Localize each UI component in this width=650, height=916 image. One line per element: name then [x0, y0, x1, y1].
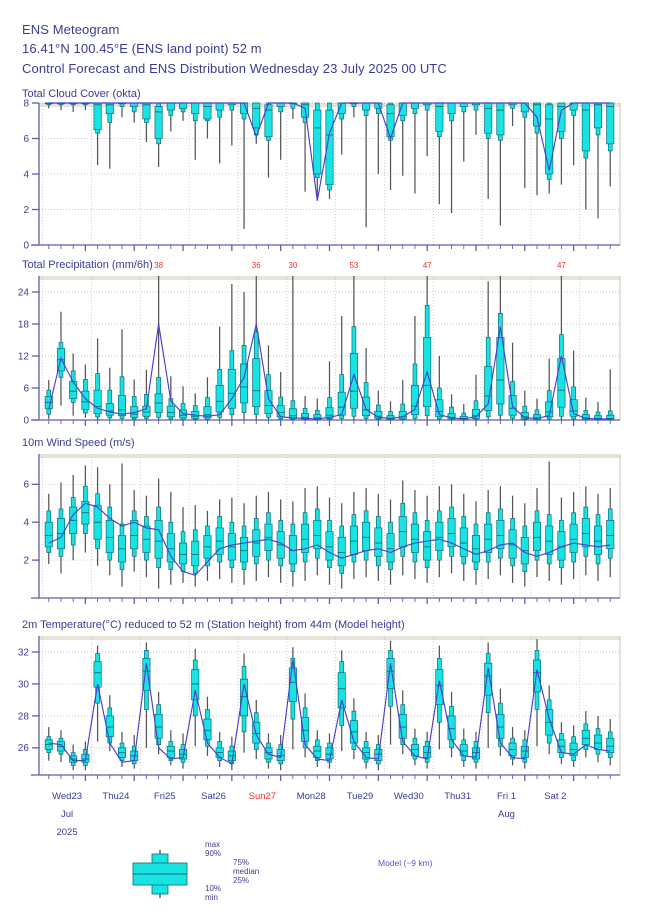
- model-resolution-label: Model (~9 km): [378, 858, 433, 868]
- location-subtitle: 16.41°N 100.45°E (ENS land point) 52 m: [22, 41, 262, 56]
- svg-text:0: 0: [23, 240, 29, 251]
- panel-title-temp: 2m Temperature(°C) reduced to 52 m (Stat…: [22, 619, 405, 631]
- x-axis-day-sun27: Sun27: [248, 791, 277, 802]
- svg-text:26: 26: [18, 743, 30, 754]
- svg-text:4: 4: [23, 169, 29, 180]
- x-axis-day-wed23: Wed23: [52, 791, 83, 802]
- svg-text:2: 2: [23, 556, 29, 567]
- svg-text:6: 6: [23, 383, 29, 394]
- x-axis-day-fri25: Fri25: [153, 791, 176, 802]
- chart-panel-precip: 0 6 12 18 24: [0, 272, 650, 434]
- x-axis-day-thu24: Thu24: [102, 791, 130, 802]
- x-axis-day-sat2: Sat 2: [544, 791, 567, 802]
- svg-text:6: 6: [23, 480, 29, 491]
- forecast-subtitle: Control Forecast and ENS Distribution We…: [22, 61, 447, 76]
- legend-label-min: min: [205, 893, 218, 902]
- svg-text:24: 24: [18, 287, 30, 298]
- x-axis-day-fri1: Fri 1: [496, 791, 516, 802]
- precip-overflow-value: 36: [251, 261, 261, 270]
- x-axis-month: Aug: [498, 809, 515, 820]
- panel-title-precip: Total Precipitation (mm/6h): [22, 259, 153, 271]
- precip-overflow-value: 47: [422, 261, 432, 270]
- legend-label-p90: 90%: [205, 849, 222, 858]
- precip-overflow-value: 30: [288, 261, 298, 270]
- svg-text:8: 8: [23, 99, 29, 109]
- svg-text:30: 30: [18, 679, 30, 690]
- svg-text:18: 18: [18, 319, 30, 330]
- x-axis-month: Jul: [60, 809, 74, 820]
- legend-label-median: median: [233, 867, 260, 876]
- precip-overflow-value: 38: [154, 261, 164, 270]
- legend-label-p25: 25%: [233, 876, 250, 885]
- chart-panel-cloud: 0 2 4 6 8: [0, 99, 650, 259]
- x-axis-day-mon28: Mon28: [296, 791, 326, 802]
- page-title: ENS Meteogram: [22, 22, 120, 37]
- svg-text:28: 28: [18, 711, 30, 722]
- svg-text:4: 4: [23, 518, 29, 529]
- chart-panel-wind: 2 4 6: [0, 450, 650, 612]
- panel-title-cloud: Total Cloud Cover (okta): [22, 88, 141, 100]
- legend-label-p10: 10%: [205, 884, 222, 893]
- x-axis-day-thu31: Thu31: [444, 791, 472, 802]
- svg-text:2: 2: [23, 205, 29, 216]
- svg-text:32: 32: [18, 647, 30, 658]
- svg-text:0: 0: [23, 415, 29, 426]
- legend-label-max: max: [205, 840, 221, 849]
- panel-title-wind: 10m Wind Speed (m/s): [22, 437, 135, 449]
- boxplot-legend-glyph: [125, 848, 195, 905]
- x-axis-day-tue29: Tue29: [346, 791, 374, 802]
- svg-text:6: 6: [23, 134, 29, 145]
- x-axis-day-sat26: Sat26: [201, 791, 226, 802]
- chart-panel-temp: 26 28 30 32: [0, 632, 650, 789]
- legend-label-p75: 75%: [233, 858, 250, 867]
- precip-overflow-value: 47: [556, 261, 566, 270]
- x-axis-day-wed30: Wed30: [393, 791, 424, 802]
- svg-text:12: 12: [18, 351, 30, 362]
- x-axis-year: 2025: [56, 827, 78, 838]
- precip-overflow-value: 53: [349, 261, 359, 270]
